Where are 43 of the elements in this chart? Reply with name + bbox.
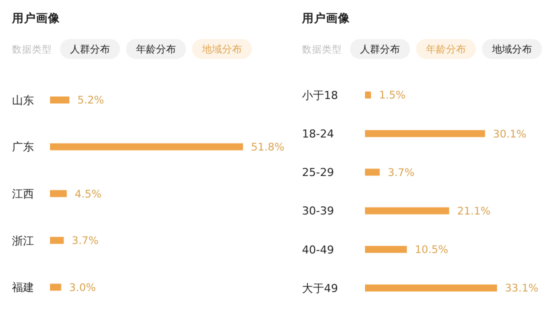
bar <box>50 236 64 244</box>
bar <box>365 92 371 98</box>
text: 年龄分布 <box>426 44 466 56</box>
data-label: 51.8% <box>251 141 284 154</box>
y-tick-label: 江西 <box>12 187 34 200</box>
bar <box>365 246 407 253</box>
bar <box>50 190 67 198</box>
text: 年龄分布 <box>136 44 176 56</box>
data-label: 30.1% <box>493 128 526 140</box>
text: 数据类型 <box>302 43 342 56</box>
text: 人群分布 <box>360 44 400 56</box>
text: 人群分布 <box>70 44 110 56</box>
bar <box>50 143 243 150</box>
y-tick-label: 40-49 <box>302 243 334 256</box>
bar <box>365 284 497 292</box>
data-label: 4.5% <box>74 188 102 200</box>
y-tick-label: 大于49 <box>302 282 338 295</box>
y-tick-label: 浙江 <box>12 234 34 248</box>
data-label: 21.1% <box>457 205 491 218</box>
data-label: 33.1% <box>505 282 538 295</box>
bar <box>365 168 380 176</box>
bar <box>50 96 70 104</box>
chart-title: 用户画像 <box>11 11 61 25</box>
chart-title: 用户画像 <box>301 11 351 25</box>
text: 地域分布 <box>201 44 242 56</box>
y-tick-label: 福建 <box>12 281 34 294</box>
y-tick-label: 30-39 <box>302 204 334 218</box>
y-tick-label: 18-24 <box>302 127 334 140</box>
text: 地域分布 <box>491 44 532 56</box>
data-label: 3.7% <box>72 235 98 248</box>
y-tick-label: 25-29 <box>302 166 334 180</box>
bar <box>50 284 62 291</box>
bar <box>365 130 486 138</box>
data-label: 5.2% <box>77 94 104 107</box>
bar <box>365 207 450 214</box>
y-tick-label: 广东 <box>12 140 34 154</box>
text: 数据类型 <box>12 43 52 56</box>
data-label: 10.5% <box>414 244 448 256</box>
y-tick-label: 山东 <box>12 94 34 107</box>
data-label: 1.5% <box>378 90 406 102</box>
data-label: 3.0% <box>69 282 96 294</box>
data-label: 3.7% <box>388 166 414 179</box>
y-tick-label: 小于18 <box>302 88 338 102</box>
